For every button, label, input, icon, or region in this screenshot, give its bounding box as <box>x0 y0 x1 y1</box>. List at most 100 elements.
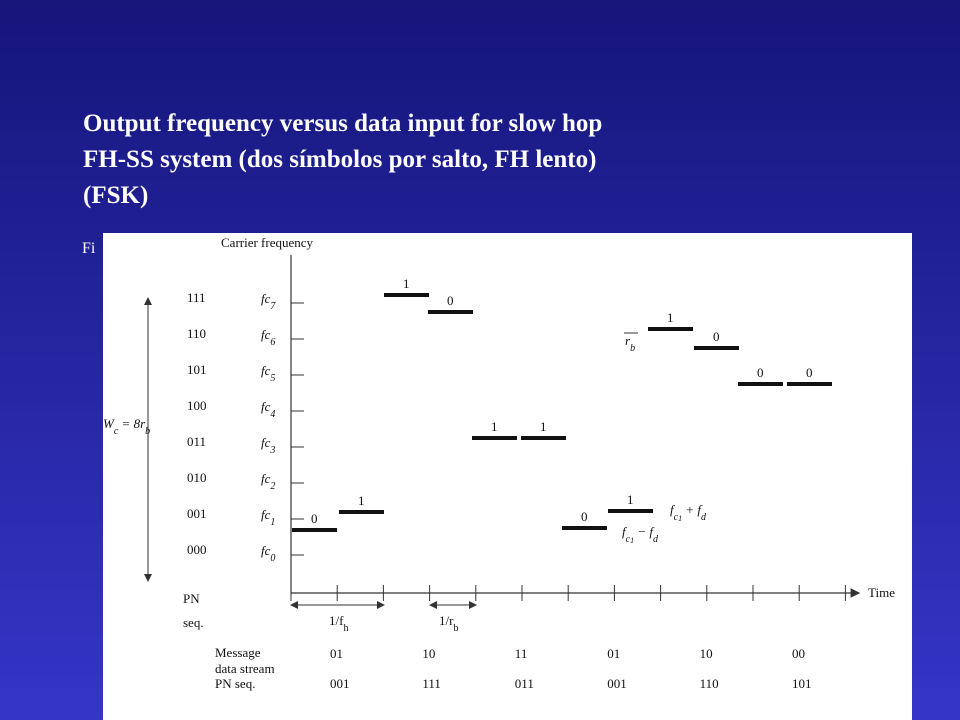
frequency-segment <box>608 509 653 513</box>
hop-label: 1/fh <box>329 613 348 634</box>
table-row-label: Message <box>215 645 261 660</box>
level-frequency: fc0 <box>261 543 275 564</box>
text-part: 7 <box>270 301 276 312</box>
text-part: fc <box>261 399 271 414</box>
level-code: 110 <box>187 326 206 341</box>
text-part: 1/f <box>329 613 344 628</box>
title-line: FH-SS system (dos símbolos por salto, FH… <box>83 146 597 173</box>
bit-label: 1 <box>667 310 674 325</box>
text-part: W <box>103 416 115 431</box>
frequency-segment <box>472 436 517 440</box>
frequency-segment <box>428 310 473 314</box>
text-part: 1/r <box>439 613 454 628</box>
slide-title: Output frequency versus data input for s… <box>83 106 602 214</box>
text-part: 3 <box>269 445 275 456</box>
frequency-segment <box>694 346 739 350</box>
bit-label: 0 <box>806 365 813 380</box>
text-part: fc <box>261 543 271 558</box>
text-part: fc <box>261 327 271 342</box>
frequency-segment <box>339 510 384 514</box>
level-frequency: fc7 <box>261 291 276 312</box>
x-axis-label: Time <box>868 585 895 600</box>
text-part: d <box>653 534 659 545</box>
bit-label: 0 <box>757 365 764 380</box>
bit-label: 0 <box>311 511 318 526</box>
y-axis-label: Carrier frequency <box>221 235 314 250</box>
annotation: rb <box>625 333 635 354</box>
level-frequency: fc4 <box>261 399 275 420</box>
text-part: c <box>626 534 631 545</box>
text-part: h <box>343 623 348 634</box>
text-part: = 8r <box>118 416 146 431</box>
pn-code: 011 <box>515 676 534 691</box>
message-bits: 10 <box>422 646 435 661</box>
text-part: f <box>670 502 676 517</box>
text-part: 1 <box>678 514 682 523</box>
level-code: 011 <box>187 434 206 449</box>
level-code: 111 <box>187 290 206 305</box>
text-part: 5 <box>270 373 275 384</box>
frequency-segment <box>738 382 783 386</box>
text-part: 1 <box>630 536 634 545</box>
text-part: c <box>674 512 679 523</box>
message-bits: 01 <box>330 646 343 661</box>
text-part: 2 <box>270 481 275 492</box>
bit-label: 0 <box>713 329 720 344</box>
annotation: fc1 + fd <box>670 502 707 523</box>
pn-code: 111 <box>422 676 441 691</box>
text-part: fc <box>261 291 271 306</box>
frequency-segment <box>384 293 429 297</box>
text-part: fc <box>261 363 271 378</box>
table-row-label: PN seq. <box>215 676 255 691</box>
bit-label: 0 <box>447 293 454 308</box>
text-part: 6 <box>270 337 275 348</box>
bandwidth-label: Wc = 8rb <box>103 416 150 437</box>
message-bits: 10 <box>700 646 713 661</box>
table-row-label: data stream <box>215 661 275 676</box>
level-frequency: fc5 <box>261 363 275 384</box>
text-part: d <box>701 512 707 523</box>
level-code: 100 <box>187 398 207 413</box>
level-frequency: fc2 <box>261 471 275 492</box>
text-part: fc <box>261 507 271 522</box>
text-part: b <box>630 343 635 354</box>
pn-code: 110 <box>700 676 719 691</box>
pn-label: PN <box>183 591 200 606</box>
bit-label: 0 <box>581 509 588 524</box>
bit-label: 1 <box>403 276 410 291</box>
level-code: 010 <box>187 470 207 485</box>
pn-code: 001 <box>330 676 350 691</box>
frequency-segment <box>562 526 607 530</box>
text-part: fc <box>261 435 271 450</box>
text-part: 1 <box>270 517 275 528</box>
text-part: + f <box>682 502 703 517</box>
text-part: r <box>625 333 631 348</box>
frequency-segment <box>292 528 337 532</box>
title-line: Output frequency versus data input for s… <box>83 110 603 137</box>
frequency-segment <box>787 382 832 386</box>
bit-label: 1 <box>627 492 634 507</box>
text-part: 0 <box>270 553 275 564</box>
level-frequency: fc6 <box>261 327 275 348</box>
pn-label: seq. <box>183 615 204 630</box>
caption: Fi <box>82 240 96 257</box>
bit-period-label: 1/rb <box>439 613 458 634</box>
level-code: 101 <box>187 362 207 377</box>
title-line: (FSK) <box>83 182 149 209</box>
frequency-segment <box>521 436 566 440</box>
text-part: − f <box>634 524 655 539</box>
message-bits: 00 <box>792 646 805 661</box>
bit-label: 1 <box>491 419 498 434</box>
text-part: c <box>114 426 119 437</box>
bit-label: 1 <box>358 493 365 508</box>
text-part: 4 <box>270 409 275 420</box>
bit-label: 1 <box>540 419 547 434</box>
text-part: b <box>145 426 150 437</box>
annotation: fc1 − fd <box>622 524 659 545</box>
message-bits: 01 <box>607 646 620 661</box>
level-frequency: fc1 <box>261 507 275 528</box>
pn-code: 101 <box>792 676 812 691</box>
message-bits: 11 <box>515 646 528 661</box>
